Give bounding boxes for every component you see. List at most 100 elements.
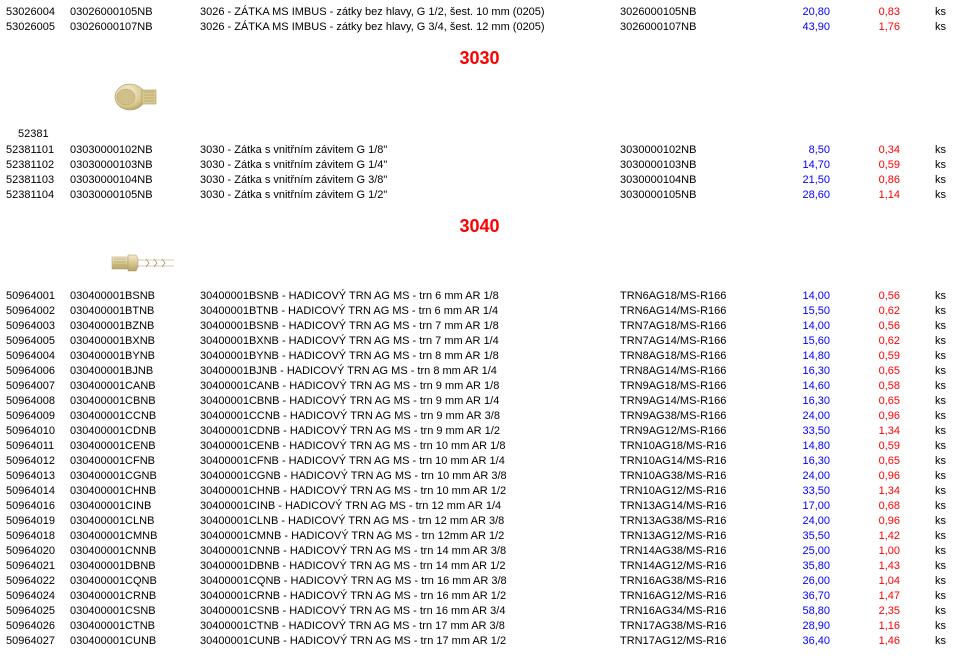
col-code: 030400001CFNB	[70, 455, 200, 467]
table-row: 50964021030400001DBNB30400001DBNB - HADI…	[0, 558, 959, 573]
col-price2: 0,34	[840, 144, 910, 156]
col-price2: 0,59	[840, 350, 910, 362]
col-unit: ks	[910, 500, 950, 512]
col-price2: 1,43	[840, 560, 910, 572]
col-code: 030400001DBNB	[70, 560, 200, 572]
table-row: 50964024030400001CRNB30400001CRNB - HADI…	[0, 588, 959, 603]
col-code: 03030000102NB	[70, 144, 200, 156]
table-row: 50964025030400001CSNB30400001CSNB - HADI…	[0, 603, 959, 618]
col-price: 21,50	[760, 174, 840, 186]
col-unit: ks	[910, 515, 950, 527]
col-short: 3030000102NB	[620, 144, 760, 156]
col-price2: 1,14	[840, 189, 910, 201]
col-code: 030400001CHNB	[70, 485, 200, 497]
col-code: 030400001CQNB	[70, 575, 200, 587]
col-short: TRN9AG12/MS-R166	[620, 425, 760, 437]
col-code: 03030000105NB	[70, 189, 200, 201]
col-unit: ks	[910, 545, 950, 557]
col-id: 52381102	[0, 159, 70, 171]
col-desc: 30400001CUNB - HADICOVÝ TRN AG MS - trn …	[200, 635, 620, 647]
col-code: 030400001CUNB	[70, 635, 200, 647]
table-row: 50964012030400001CFNB30400001CFNB - HADI…	[0, 453, 959, 468]
col-price2: 0,56	[840, 290, 910, 302]
col-unit: ks	[910, 380, 950, 392]
table-row: 5238110303030000104NB3030 - Zátka s vnit…	[0, 172, 959, 187]
col-desc: 30400001CANB - HADICOVÝ TRN AG MS - trn …	[200, 380, 620, 392]
col-price: 25,00	[760, 545, 840, 557]
col-desc: 30400001CHNB - HADICOVÝ TRN AG MS - trn …	[200, 485, 620, 497]
col-price2: 0,59	[840, 159, 910, 171]
col-code: 030400001CMNB	[70, 530, 200, 542]
col-code: 030400001BYNB	[70, 350, 200, 362]
col-unit: ks	[910, 575, 950, 587]
col-short: TRN10AG18/MS-R16	[620, 440, 760, 452]
col-price: 28,60	[760, 189, 840, 201]
col-desc: 30400001CBNB - HADICOVÝ TRN AG MS - trn …	[200, 395, 620, 407]
col-desc: 30400001BXNB - HADICOVÝ TRN AG MS - trn …	[200, 335, 620, 347]
col-price: 36,70	[760, 590, 840, 602]
col-desc: 30400001CMNB - HADICOVÝ TRN AG MS - trn …	[200, 530, 620, 542]
col-price: 16,30	[760, 455, 840, 467]
col-unit: ks	[910, 470, 950, 482]
col-price: 14,80	[760, 440, 840, 452]
col-id: 50964001	[0, 290, 70, 302]
col-price2: 0,96	[840, 410, 910, 422]
col-desc: 30400001BTNB - HADICOVÝ TRN AG MS - trn …	[200, 305, 620, 317]
col-code: 030400001CINB	[70, 500, 200, 512]
table-row: 50964007030400001CANB30400001CANB - HADI…	[0, 378, 959, 393]
col-code: 03026000107NB	[70, 21, 200, 33]
col-desc: 3030 - Zátka s vnitřním závitem G 1/2"	[200, 189, 620, 201]
table-row: 53026004 03026000105NB 3026 - ZÁTKA MS I…	[0, 4, 959, 19]
col-price2: 0,96	[840, 515, 910, 527]
col-short: 3030000103NB	[620, 159, 760, 171]
col-price: 15,60	[760, 335, 840, 347]
table-row: 50964005030400001BXNB30400001BXNB - HADI…	[0, 333, 959, 348]
col-code: 030400001CENB	[70, 440, 200, 452]
col-desc: 30400001CNNB - HADICOVÝ TRN AG MS - trn …	[200, 545, 620, 557]
col-id: 50964011	[0, 440, 70, 452]
table-row: 50964022030400001CQNB30400001CQNB - HADI…	[0, 573, 959, 588]
col-desc: 30400001CFNB - HADICOVÝ TRN AG MS - trn …	[200, 455, 620, 467]
col-code: 03030000103NB	[70, 159, 200, 171]
col-price2: 1,46	[840, 635, 910, 647]
col-desc: 30400001CDNB - HADICOVÝ TRN AG MS - trn …	[200, 425, 620, 437]
col-price2: 1,16	[840, 620, 910, 632]
col-desc: 30400001CINB - HADICOVÝ TRN AG MS - trn …	[200, 500, 620, 512]
col-short: TRN16AG38/MS-R16	[620, 575, 760, 587]
col-short: TRN17AG38/MS-R16	[620, 620, 760, 632]
col-id: 50964020	[0, 545, 70, 557]
col-short: TRN8AG14/MS-R166	[620, 365, 760, 377]
table-row: 5238110403030000105NB3030 - Zátka s vnit…	[0, 187, 959, 202]
col-short: TRN10AG12/MS-R16	[620, 485, 760, 497]
col-price: 15,50	[760, 305, 840, 317]
col-price2: 0,65	[840, 395, 910, 407]
col-price2: 1,42	[840, 530, 910, 542]
col-unit: ks	[910, 350, 950, 362]
section-title-3030: 3030	[0, 48, 959, 69]
table-row: 50964001030400001BSNB30400001BSNB - HADI…	[0, 288, 959, 303]
col-price2: 0,62	[840, 335, 910, 347]
col-code: 03030000104NB	[70, 174, 200, 186]
col-price2: 1,34	[840, 425, 910, 437]
col-desc: 30400001DBNB - HADICOVÝ TRN AG MS - trn …	[200, 560, 620, 572]
table-row: 50964004030400001BYNB30400001BYNB - HADI…	[0, 348, 959, 363]
col-price2: 0,96	[840, 470, 910, 482]
col-id: 50964026	[0, 620, 70, 632]
col-code: 030400001CLNB	[70, 515, 200, 527]
col-unit: ks	[910, 395, 950, 407]
col-unit: ks	[910, 560, 950, 572]
col-price: 24,00	[760, 410, 840, 422]
col-desc: 30400001CTNB - HADICOVÝ TRN AG MS - trn …	[200, 620, 620, 632]
table-row: 50964002030400001BTNB30400001BTNB - HADI…	[0, 303, 959, 318]
top-table: 53026004 03026000105NB 3026 - ZÁTKA MS I…	[0, 4, 959, 34]
table-row: 50964026030400001CTNB30400001CTNB - HADI…	[0, 618, 959, 633]
col-price2: 0,58	[840, 380, 910, 392]
col-desc: 30400001CLNB - HADICOVÝ TRN AG MS - trn …	[200, 515, 620, 527]
col-price2: 0,86	[840, 174, 910, 186]
col-id: 52381103	[0, 174, 70, 186]
col-unit: ks	[910, 590, 950, 602]
col-desc: 30400001BSNB - HADICOVÝ TRN AG MS - trn …	[200, 290, 620, 302]
col-price2: 0,68	[840, 500, 910, 512]
col-price: 16,30	[760, 365, 840, 377]
table-row: 50964010030400001CDNB30400001CDNB - HADI…	[0, 423, 959, 438]
